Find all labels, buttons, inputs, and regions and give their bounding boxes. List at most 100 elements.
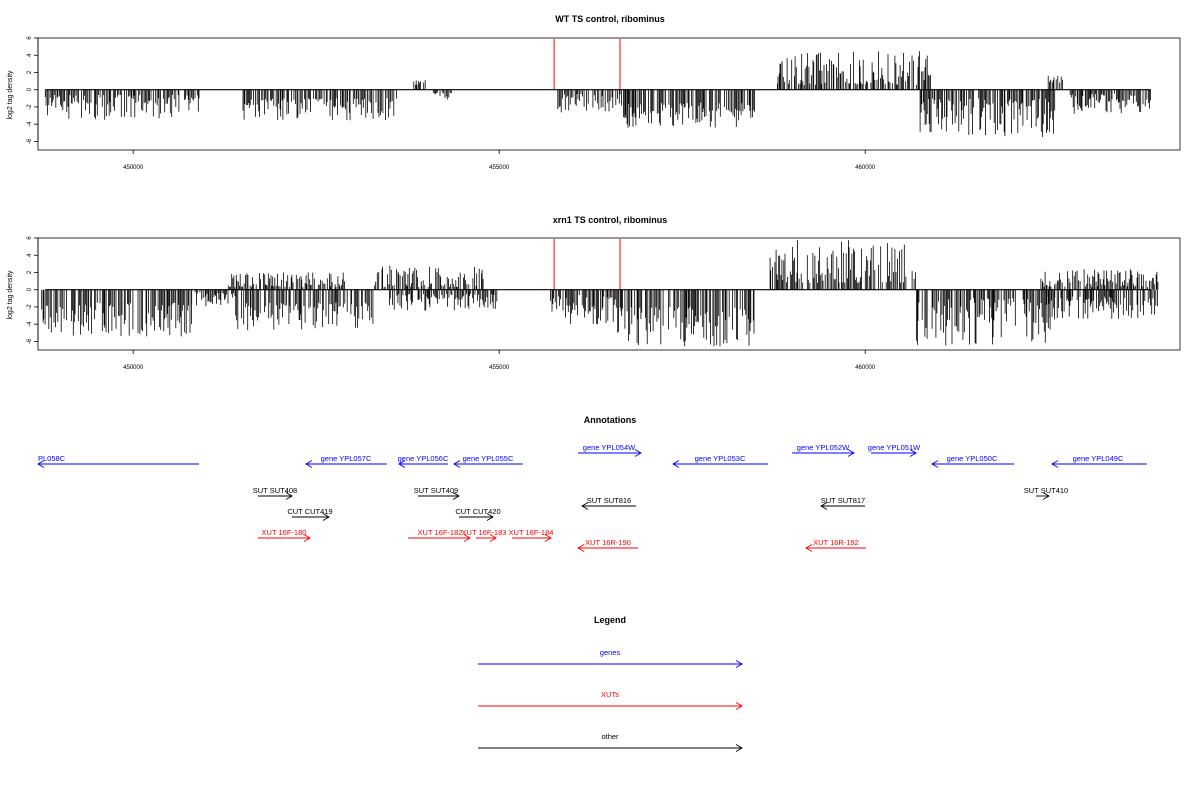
feature-label: gene YPL057C	[321, 454, 372, 463]
feature-label: gene YPL049C	[1073, 454, 1124, 463]
feature-arrowhead	[452, 492, 460, 500]
annotation-feature: SUT SUT408	[253, 486, 297, 500]
wt-x-axis: 450000 455000 460000	[123, 150, 876, 171]
feature-arrowhead	[577, 544, 585, 552]
y-tick-label: -4	[27, 121, 33, 127]
feature-label: gene YPL052W	[797, 443, 850, 452]
feature-arrowhead	[453, 460, 461, 468]
y-tick-label: 6	[27, 236, 33, 240]
feature-label: gene YPL055C	[463, 454, 514, 463]
feature-label: XUT 16F-184	[509, 528, 554, 537]
feature-arrowhead	[544, 534, 552, 542]
feature-label: gene YPL054W	[583, 443, 636, 452]
annotation-feature: gene YPL055C	[453, 454, 523, 468]
y-tick-label: 2	[27, 70, 33, 74]
y-tick-label: -2	[27, 304, 33, 310]
legend-item: XUTs	[478, 690, 743, 710]
annotation-feature: XUT 16F-180	[258, 528, 311, 542]
y-tick-label: -2	[27, 104, 33, 110]
feature-label: SUT SUT816	[587, 496, 631, 505]
y-tick-label: 4	[27, 53, 33, 57]
feature-label: gene YPL056C	[398, 454, 449, 463]
xrn1-x-axis: 450000 455000 460000	[123, 350, 876, 371]
annotation-feature: gene YPL057C	[305, 454, 387, 468]
feature-label: XUT 16R-192	[813, 538, 859, 547]
wt-highlight-bars	[553, 38, 621, 90]
annotation-tracks: PL058C gene YPL057C gene YPL056C gene YPL05…	[37, 443, 1147, 552]
annotation-feature: SUT SUT817	[820, 496, 865, 510]
feature-arrowhead	[634, 449, 642, 457]
annotation-feature: XUT 16R-192	[805, 538, 866, 552]
feature-label: SUT SUT817	[821, 496, 865, 505]
x-tick-label: 450000	[123, 365, 144, 371]
y-tick-label: -6	[27, 138, 33, 144]
feature-label: XUT 16F-182	[418, 528, 463, 537]
annotation-feature: gene YPL051W	[868, 443, 921, 457]
wt-y-axis-label: log2 tag density	[7, 70, 14, 120]
feature-arrowhead	[489, 534, 497, 542]
feature-label: PL058C	[38, 454, 66, 463]
annotation-feature: gene YPL049C	[1051, 454, 1147, 468]
annotation-feature: CUT CUT419	[287, 507, 333, 521]
x-tick-label: 455000	[489, 165, 510, 171]
y-tick-label: 0	[27, 87, 33, 91]
feature-arrowhead	[820, 502, 828, 510]
y-tick-label: 4	[27, 253, 33, 257]
annotation-feature: XUT 16F-183	[462, 528, 507, 542]
feature-label: SUT SUT410	[1024, 486, 1068, 495]
legend-title: Legend	[594, 615, 626, 625]
y-tick-label: 0	[27, 287, 33, 291]
feature-label: CUT CUT419	[287, 507, 332, 516]
xrn1-bars	[41, 239, 1159, 347]
feature-label: SUT SUT409	[414, 486, 458, 495]
feature-arrowhead	[486, 513, 494, 521]
legend-label: genes	[600, 648, 621, 657]
wt-bars	[44, 51, 1151, 137]
feature-label: gene YPL051W	[868, 443, 921, 452]
feature-label: gene YPL050C	[947, 454, 998, 463]
feature-label: SUT SUT408	[253, 486, 297, 495]
xrn1-y-axis-label: log2 tag density	[7, 270, 14, 320]
annotation-feature: gene YPL056C	[398, 454, 449, 468]
legend-arrowhead	[735, 744, 743, 752]
legend-item: other	[478, 732, 743, 752]
annotation-feature: XUT 16F-182	[408, 528, 471, 542]
annotations-title: Annotations	[584, 415, 637, 425]
feature-label: gene YPL053C	[695, 454, 746, 463]
xrn1-chart-panel: xrn1 TS control, ribominus log2 tag dens…	[7, 215, 1181, 371]
feature-label: XUT 16F-180	[262, 528, 307, 537]
xrn1-highlight-bars	[553, 238, 621, 290]
annotation-feature: SUT SUT409	[414, 486, 460, 500]
annotation-feature: XUT 16R-190	[577, 538, 638, 552]
annotation-feature: gene YPL052W	[792, 443, 855, 457]
y-tick-label: 2	[27, 270, 33, 274]
annotation-feature: XUT 16F-184	[509, 528, 554, 542]
legend-label: other	[601, 732, 619, 741]
feature-arrowhead	[1051, 460, 1059, 468]
legend-arrowhead	[735, 660, 743, 668]
annotation-feature: SUT SUT410	[1024, 486, 1068, 500]
x-tick-label: 460000	[855, 165, 876, 171]
y-tick-label: -6	[27, 338, 33, 344]
feature-arrowhead	[285, 492, 293, 500]
annotation-feature: gene YPL053C	[672, 454, 768, 468]
legend-arrowhead	[735, 702, 743, 710]
annotation-feature: gene YPL050C	[931, 454, 1014, 468]
wt-plot-frame	[37, 37, 1181, 151]
annotation-feature: CUT CUT420	[455, 507, 501, 521]
feature-arrowhead	[322, 513, 330, 521]
x-tick-label: 460000	[855, 365, 876, 371]
wt-chart-title: WT TS control, ribominus	[555, 14, 665, 24]
feature-arrowhead	[37, 460, 45, 468]
legend-label: XUTs	[601, 690, 619, 699]
x-tick-label: 455000	[489, 365, 510, 371]
feature-arrowhead	[1042, 492, 1050, 500]
feature-arrowhead	[931, 460, 939, 468]
feature-arrowhead	[463, 534, 471, 542]
feature-label: XUT 16R-190	[585, 538, 631, 547]
feature-arrowhead	[847, 449, 855, 457]
feature-label: XUT 16F-183	[462, 528, 507, 537]
wt-chart-panel: WT TS control, ribominus log2 tag densit…	[7, 14, 1181, 171]
feature-arrowhead	[805, 544, 813, 552]
